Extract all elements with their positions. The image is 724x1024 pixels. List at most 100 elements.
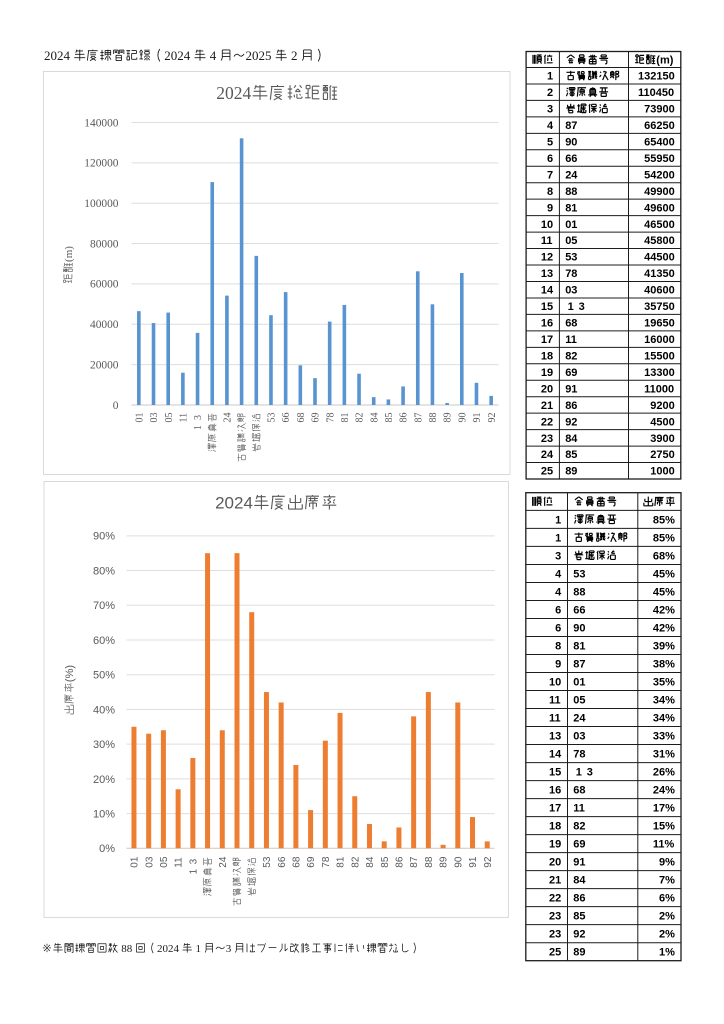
- svg-text:6%: 6%: [659, 893, 675, 905]
- svg-text:23: 23: [549, 911, 561, 923]
- svg-text:50%: 50%: [93, 670, 115, 682]
- svg-text:24: 24: [223, 413, 234, 423]
- svg-text:24: 24: [541, 449, 554, 461]
- svg-text:49900: 49900: [644, 186, 675, 198]
- svg-text:89: 89: [443, 413, 454, 423]
- svg-text:10: 10: [549, 676, 561, 688]
- svg-text:7%: 7%: [659, 875, 675, 887]
- svg-text:78: 78: [325, 413, 336, 423]
- svg-text:05: 05: [164, 413, 175, 423]
- svg-text:16: 16: [541, 318, 553, 330]
- svg-text:66: 66: [277, 856, 288, 868]
- svg-text:85: 85: [380, 856, 391, 868]
- svg-text:86: 86: [565, 400, 577, 412]
- svg-text:91: 91: [573, 857, 585, 869]
- svg-text:6: 6: [555, 622, 561, 634]
- svg-text:33%: 33%: [653, 730, 675, 742]
- svg-text:1000: 1000: [650, 466, 674, 478]
- svg-text:90%: 90%: [93, 531, 115, 543]
- svg-text:89: 89: [573, 947, 585, 959]
- svg-text:15500: 15500: [644, 350, 675, 362]
- svg-text:6: 6: [555, 604, 561, 616]
- svg-text:5: 5: [547, 136, 553, 148]
- svg-text:66250: 66250: [644, 120, 675, 132]
- svg-text:11: 11: [541, 235, 553, 247]
- svg-text:1: 1: [188, 868, 199, 874]
- svg-text:13300: 13300: [644, 367, 675, 379]
- svg-text:90: 90: [573, 622, 585, 634]
- svg-text:01: 01: [134, 413, 145, 423]
- svg-text:91: 91: [472, 413, 483, 423]
- svg-text:14: 14: [549, 748, 562, 760]
- svg-text:4: 4: [547, 120, 554, 132]
- svg-text:45%: 45%: [653, 568, 675, 580]
- svg-text:14: 14: [541, 285, 554, 297]
- svg-text:84: 84: [369, 413, 380, 423]
- svg-text:85%: 85%: [653, 532, 675, 544]
- svg-text:69: 69: [573, 839, 585, 851]
- svg-text:55950: 55950: [644, 153, 675, 165]
- svg-text:11: 11: [174, 857, 185, 868]
- svg-text:78: 78: [321, 856, 332, 868]
- svg-text:3900: 3900: [650, 433, 674, 445]
- svg-text:35750: 35750: [644, 301, 675, 313]
- svg-text:70%: 70%: [93, 600, 115, 612]
- svg-text:66: 66: [565, 153, 577, 165]
- svg-text:25: 25: [541, 466, 553, 478]
- svg-text:88: 88: [428, 413, 439, 423]
- svg-text:05: 05: [565, 235, 577, 247]
- svg-text:1: 1: [555, 514, 561, 526]
- svg-text:86: 86: [399, 413, 410, 423]
- svg-text:21: 21: [549, 875, 561, 887]
- svg-text:16: 16: [549, 784, 561, 796]
- svg-text:24: 24: [565, 169, 578, 181]
- svg-text:12: 12: [541, 252, 553, 264]
- svg-text:22: 22: [549, 893, 561, 905]
- svg-text:17: 17: [541, 334, 553, 346]
- svg-text:34%: 34%: [653, 712, 675, 724]
- svg-text:23: 23: [549, 929, 561, 941]
- svg-text:81: 81: [336, 856, 347, 868]
- svg-text:3: 3: [547, 104, 553, 116]
- svg-text:35%: 35%: [653, 676, 675, 688]
- svg-text:01: 01: [573, 676, 585, 688]
- svg-text:81: 81: [565, 202, 577, 214]
- svg-text:82: 82: [350, 856, 361, 868]
- svg-text:34%: 34%: [653, 694, 675, 706]
- svg-text:44500: 44500: [644, 252, 675, 264]
- svg-text:87: 87: [409, 856, 420, 868]
- svg-text:05: 05: [573, 694, 585, 706]
- svg-text:89: 89: [565, 466, 577, 478]
- svg-text:8: 8: [547, 186, 553, 198]
- svg-text:92: 92: [483, 856, 494, 868]
- svg-text:45800: 45800: [644, 235, 675, 247]
- svg-text:11: 11: [549, 712, 561, 724]
- svg-text:140000: 140000: [84, 117, 118, 129]
- svg-text:10%: 10%: [93, 808, 115, 820]
- svg-text:53: 53: [267, 413, 278, 423]
- svg-text:86: 86: [573, 893, 585, 905]
- svg-text:82: 82: [565, 350, 577, 362]
- svg-text:87: 87: [573, 658, 585, 670]
- svg-text:88: 88: [119, 943, 136, 955]
- svg-text:80%: 80%: [93, 565, 115, 577]
- svg-text:11000: 11000: [644, 383, 674, 395]
- svg-text:46500: 46500: [644, 219, 675, 231]
- svg-text:40000: 40000: [90, 319, 119, 331]
- svg-text:65400: 65400: [644, 136, 675, 148]
- svg-text:85: 85: [565, 449, 577, 461]
- svg-text:24%: 24%: [653, 784, 675, 796]
- svg-text:3: 3: [555, 550, 561, 562]
- svg-text:85%: 85%: [653, 514, 675, 526]
- svg-text:(m): (m): [63, 246, 75, 262]
- svg-text:17%: 17%: [653, 803, 675, 815]
- svg-text:2024: 2024: [44, 48, 73, 63]
- svg-text:88: 88: [565, 186, 577, 198]
- svg-text:3: 3: [193, 415, 204, 420]
- svg-text:42%: 42%: [653, 604, 675, 616]
- svg-text:9200: 9200: [650, 400, 674, 412]
- svg-text:69: 69: [565, 367, 577, 379]
- svg-text:13: 13: [549, 730, 561, 742]
- svg-text:7: 7: [547, 169, 553, 181]
- svg-text:19: 19: [541, 367, 553, 379]
